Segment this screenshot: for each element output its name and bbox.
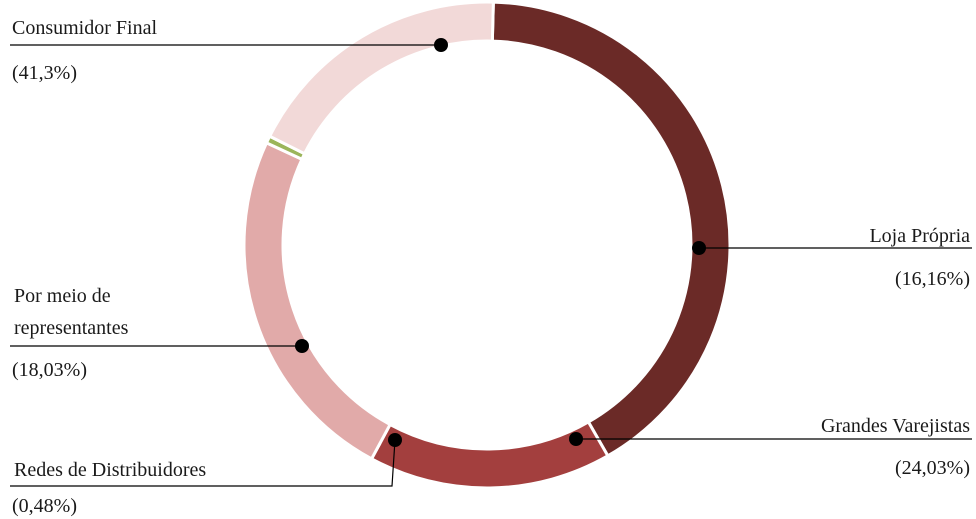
leader-dot-representantes bbox=[295, 339, 309, 353]
slice-4 bbox=[267, 0, 495, 156]
label-representantes-line1: Por meio de bbox=[14, 285, 111, 307]
percent-grandes-varejistas: (24,03%) bbox=[895, 457, 970, 479]
leader-dot-redes-distribuidores bbox=[388, 433, 402, 447]
leader-dot-grandes-varejistas bbox=[569, 432, 583, 446]
slice-0 bbox=[490, 0, 732, 458]
label-representantes-line2: representantes bbox=[14, 317, 129, 339]
slice-1 bbox=[369, 419, 610, 490]
leader-line-redes-distribuidores bbox=[10, 439, 396, 487]
donut-slices bbox=[242, 0, 732, 490]
slice-2 bbox=[242, 140, 393, 461]
percent-representantes: (18,03%) bbox=[12, 359, 87, 381]
label-grandes-varejistas: Grandes Varejistas bbox=[821, 415, 970, 437]
label-redes-distribuidores: Redes de Distribuidores bbox=[14, 459, 206, 481]
leader-dot-loja-propria bbox=[692, 241, 706, 255]
label-consumidor-final: Consumidor Final bbox=[12, 17, 157, 39]
percent-redes-distribuidores: (0,48%) bbox=[12, 495, 77, 517]
label-loja-propria: Loja Própria bbox=[869, 225, 970, 247]
leader-lines bbox=[10, 44, 972, 487]
percent-consumidor-final: (41,3%) bbox=[12, 62, 77, 84]
percent-loja-propria: (16,16%) bbox=[895, 268, 970, 290]
leader-dots bbox=[295, 38, 706, 447]
leader-dot-consumidor-final bbox=[434, 38, 448, 52]
